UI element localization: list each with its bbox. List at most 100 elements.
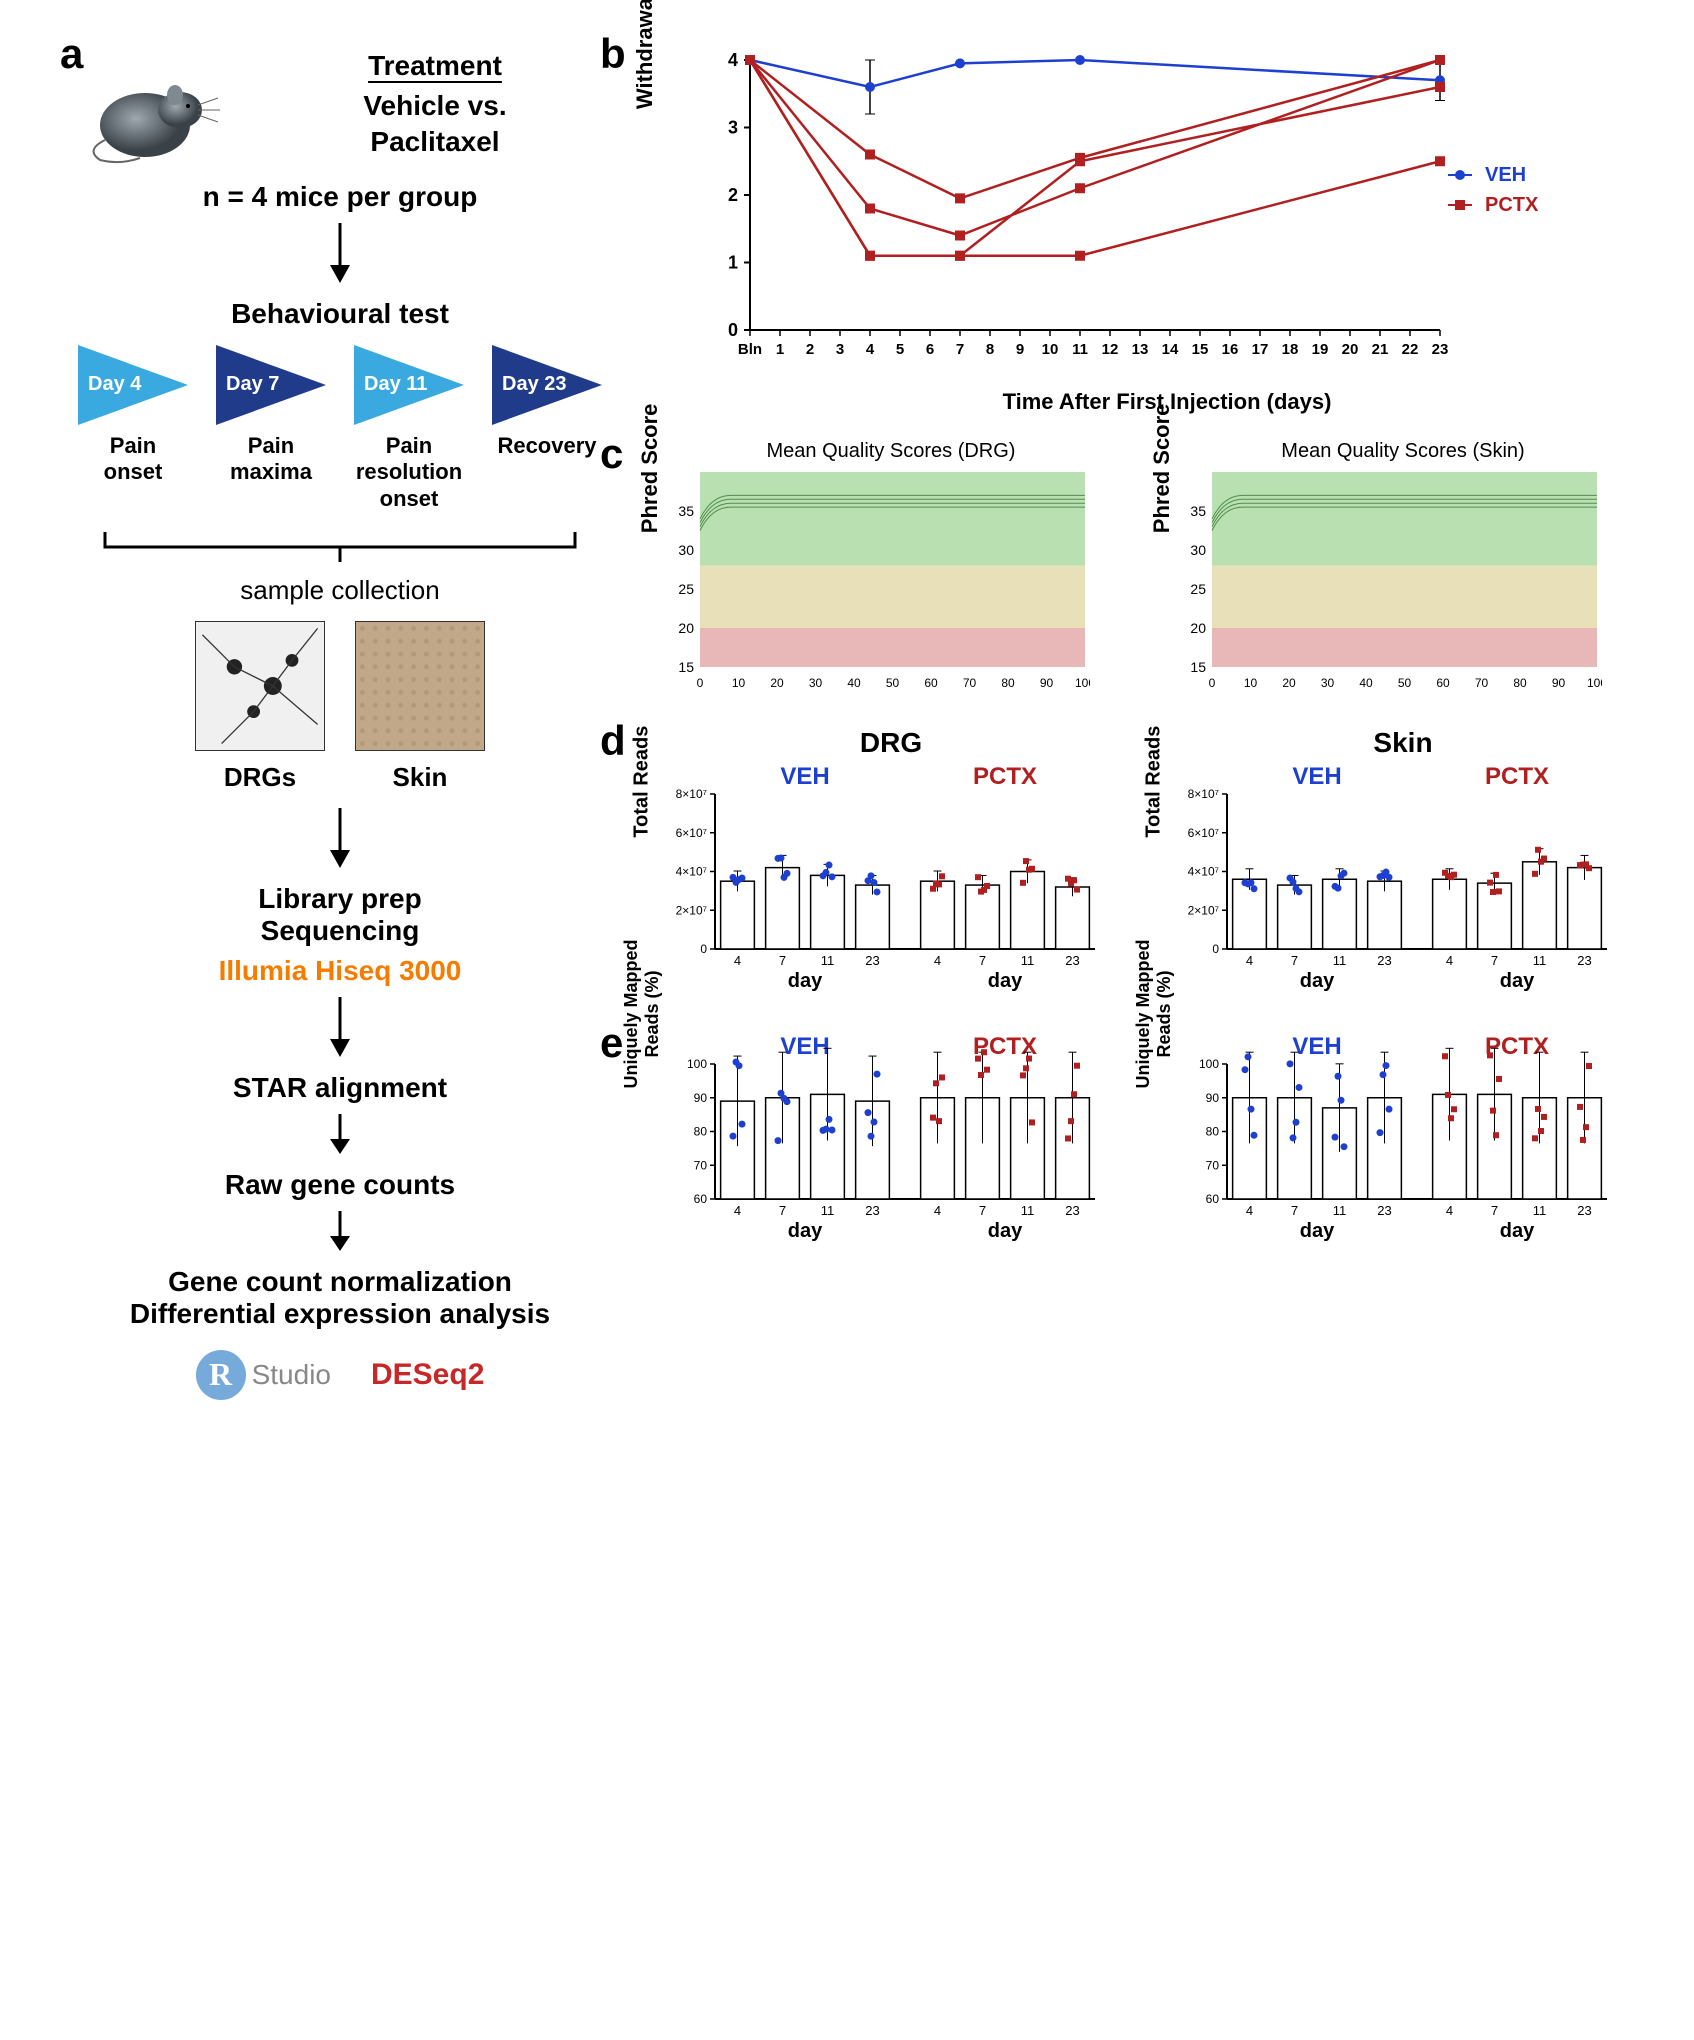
phred-chart-drg: 15202530350102030405060708090100 xyxy=(660,467,1090,697)
tissue-skin: Skin xyxy=(1172,727,1634,759)
svg-text:PCTX: PCTX xyxy=(1485,763,1549,790)
svg-text:80: 80 xyxy=(1206,1125,1220,1139)
svg-text:7: 7 xyxy=(1491,1203,1498,1218)
svg-text:8×10⁷: 8×10⁷ xyxy=(1188,787,1219,801)
panel-c: c Mean Quality Scores (DRG) Phred Score … xyxy=(640,440,1634,702)
svg-text:7: 7 xyxy=(1491,953,1498,968)
arrow4 xyxy=(60,1114,620,1159)
mouse-icon xyxy=(90,70,230,170)
svg-text:10: 10 xyxy=(1244,676,1258,690)
sample-collection: sample collection xyxy=(60,575,620,606)
svg-text:15: 15 xyxy=(1192,341,1209,358)
panel-b-chart: 01234Bln12345678910111213141516171819202… xyxy=(700,40,1620,380)
bar-chart-d-drg: 02×10⁷4×10⁷6×10⁷8×10⁷VEH471123dayPCTX471… xyxy=(660,759,1100,999)
svg-text:60: 60 xyxy=(1436,676,1450,690)
svg-text:22: 22 xyxy=(1402,341,1419,358)
svg-text:13: 13 xyxy=(1132,341,1149,358)
svg-text:3: 3 xyxy=(836,341,844,358)
timeline-item: Day 7 Pain maxima xyxy=(206,345,336,512)
svg-text:30: 30 xyxy=(1190,542,1206,558)
svg-text:4: 4 xyxy=(734,1203,741,1218)
svg-text:7: 7 xyxy=(979,953,986,968)
svg-text:7: 7 xyxy=(779,953,786,968)
treatment-line2: Paclitaxel xyxy=(250,124,620,160)
svg-text:11: 11 xyxy=(1533,1203,1547,1218)
svg-text:7: 7 xyxy=(979,1203,986,1218)
svg-text:4×10⁷: 4×10⁷ xyxy=(1188,865,1219,879)
svg-text:11: 11 xyxy=(821,953,835,968)
arrow5 xyxy=(60,1211,620,1256)
svg-text:21: 21 xyxy=(1372,341,1389,358)
bracket-icon xyxy=(75,527,605,567)
svg-text:10: 10 xyxy=(1042,341,1059,358)
svg-text:6: 6 xyxy=(926,341,934,358)
svg-text:0: 0 xyxy=(697,676,704,690)
svg-text:2×10⁷: 2×10⁷ xyxy=(676,903,707,917)
svg-text:23: 23 xyxy=(1577,1203,1591,1218)
svg-text:30: 30 xyxy=(678,542,694,558)
arrow3 xyxy=(60,997,620,1062)
svg-text:60: 60 xyxy=(924,676,938,690)
timeline-item: Day 11 Pain resolution onset xyxy=(344,345,474,512)
panel-d-label: d xyxy=(600,717,626,765)
svg-text:90: 90 xyxy=(1552,676,1566,690)
n-text: n = 4 mice per group xyxy=(60,181,620,213)
svg-text:5: 5 xyxy=(896,341,904,358)
svg-text:6×10⁷: 6×10⁷ xyxy=(676,826,707,840)
svg-text:20: 20 xyxy=(770,676,784,690)
phred-chart-skin: 15202530350102030405060708090100 xyxy=(1172,467,1602,697)
svg-text:0: 0 xyxy=(1209,676,1216,690)
svg-text:60: 60 xyxy=(1206,1192,1220,1206)
svg-text:90: 90 xyxy=(1040,676,1054,690)
svg-text:25: 25 xyxy=(678,581,694,597)
svg-text:day: day xyxy=(988,970,1023,992)
svg-text:day: day xyxy=(988,1220,1023,1242)
svg-text:30: 30 xyxy=(1321,676,1335,690)
svg-text:3: 3 xyxy=(728,118,738,138)
svg-text:20: 20 xyxy=(678,620,694,636)
svg-text:11: 11 xyxy=(1072,341,1088,358)
svg-text:0: 0 xyxy=(728,320,738,340)
svg-text:8×10⁷: 8×10⁷ xyxy=(676,787,707,801)
svg-text:4: 4 xyxy=(934,1203,941,1218)
svg-text:80: 80 xyxy=(1513,676,1527,690)
svg-text:23: 23 xyxy=(865,1203,879,1218)
svg-text:20: 20 xyxy=(1190,620,1206,636)
rstudio-text: Studio xyxy=(252,1359,331,1391)
svg-text:12: 12 xyxy=(1102,341,1119,358)
svg-text:70: 70 xyxy=(1206,1158,1220,1172)
svg-text:15: 15 xyxy=(678,659,694,675)
svg-text:day: day xyxy=(788,1220,823,1242)
svg-text:100: 100 xyxy=(1199,1057,1219,1071)
svg-text:day: day xyxy=(1300,1220,1335,1242)
bar-chart-e-drg: 60708090100VEH471123dayPCTX471123day xyxy=(660,1029,1100,1249)
svg-text:50: 50 xyxy=(1398,676,1412,690)
deseq2-text: DESeq2 xyxy=(371,1358,484,1392)
svg-text:VEH: VEH xyxy=(1485,164,1526,186)
svg-text:Bln: Bln xyxy=(738,341,762,358)
timeline-item: Day 4 Pain onset xyxy=(68,345,198,512)
svg-text:100: 100 xyxy=(687,1057,707,1071)
svg-text:80: 80 xyxy=(1001,676,1015,690)
svg-text:15: 15 xyxy=(1190,659,1206,675)
bar-chart-d-skin: 02×10⁷4×10⁷6×10⁷8×10⁷VEH471123dayPCTX471… xyxy=(1172,759,1612,999)
svg-text:2: 2 xyxy=(806,341,814,358)
figure-grid: a Treatment Vehicle vs. Paclitaxel n = 4… xyxy=(60,40,1634,1400)
rstudio-row: R Studio DESeq2 xyxy=(60,1350,620,1400)
svg-text:90: 90 xyxy=(694,1091,708,1105)
svg-text:0: 0 xyxy=(700,942,707,956)
skin-image xyxy=(355,621,485,751)
svg-text:day: day xyxy=(1500,970,1535,992)
panel-c-title-drg: Mean Quality Scores (DRG) xyxy=(660,440,1122,463)
svg-text:35: 35 xyxy=(678,503,694,519)
svg-text:11: 11 xyxy=(1333,953,1347,968)
treatment-header: Treatment xyxy=(250,50,620,82)
svg-text:11: 11 xyxy=(1533,953,1547,968)
ylabel-phred-1: Phred Score xyxy=(637,403,663,533)
svg-text:60: 60 xyxy=(694,1192,708,1206)
svg-text:80: 80 xyxy=(694,1125,708,1139)
svg-text:4: 4 xyxy=(1446,953,1453,968)
svg-text:23: 23 xyxy=(1432,341,1449,358)
arrow1 xyxy=(60,223,620,288)
svg-text:11: 11 xyxy=(1021,953,1035,968)
